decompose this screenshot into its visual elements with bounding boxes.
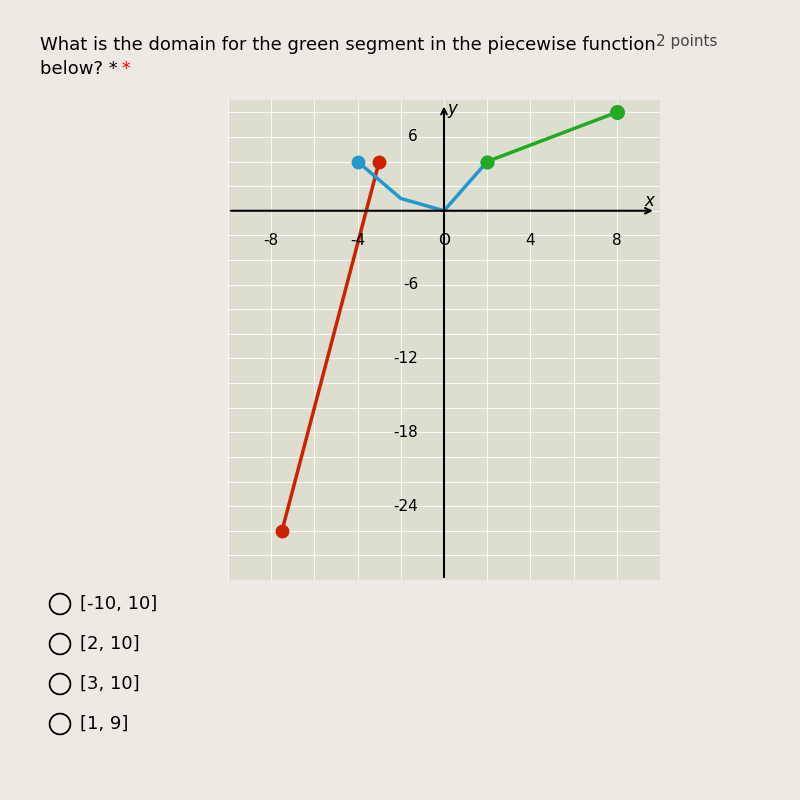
Text: 8: 8 xyxy=(612,233,622,248)
Point xyxy=(275,524,288,537)
Text: below? *: below? * xyxy=(40,60,118,78)
Text: 4: 4 xyxy=(526,233,535,248)
Text: What is the domain for the green segment in the piecewise function: What is the domain for the green segment… xyxy=(40,36,656,54)
Text: -24: -24 xyxy=(394,498,418,514)
Text: 2 points: 2 points xyxy=(656,34,718,49)
Text: [3, 10]: [3, 10] xyxy=(80,675,140,693)
Text: -12: -12 xyxy=(394,351,418,366)
Text: [1, 9]: [1, 9] xyxy=(80,715,128,733)
Point xyxy=(610,106,623,118)
Point xyxy=(373,155,386,168)
Text: -4: -4 xyxy=(350,233,365,248)
Text: -8: -8 xyxy=(264,233,278,248)
Point xyxy=(351,155,364,168)
Point xyxy=(481,155,494,168)
Text: [-10, 10]: [-10, 10] xyxy=(80,595,158,613)
Text: x: x xyxy=(644,192,654,210)
Point xyxy=(481,155,494,168)
Text: -6: -6 xyxy=(403,277,418,292)
Text: y: y xyxy=(448,100,458,118)
Text: O: O xyxy=(438,233,450,248)
Text: -18: -18 xyxy=(394,425,418,440)
Text: [2, 10]: [2, 10] xyxy=(80,635,140,653)
Text: *: * xyxy=(116,60,130,78)
Text: 6: 6 xyxy=(408,130,418,145)
